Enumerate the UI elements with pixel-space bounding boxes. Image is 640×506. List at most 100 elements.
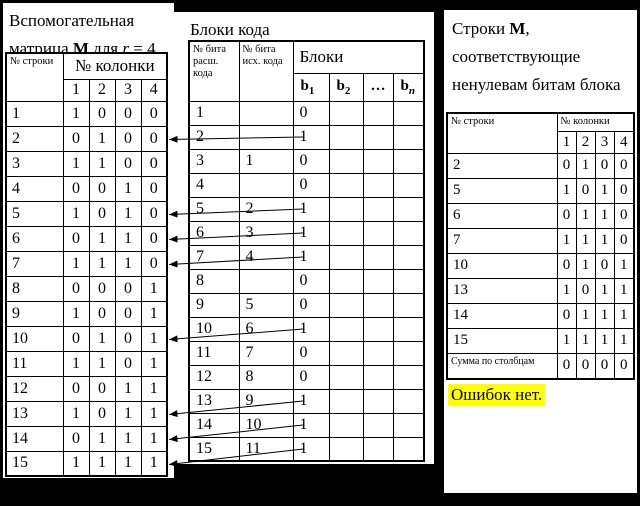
selected-row: 13 1 0 1 1 [446,277,635,304]
selected-row: 15 1 1 1 1 [446,327,635,354]
bit-cell: 1 [140,450,168,477]
bit-cell: 1 [88,125,116,152]
bit-cell: 1 [114,175,142,202]
ellipsis-value [362,244,394,270]
bit-cell: 1 [575,152,596,179]
bit-cell: 0 [140,125,168,152]
ellipsis-value [362,172,394,198]
bit-cell: 1 [594,327,615,354]
b1-value: 0 [292,172,330,198]
bit-cell: 1 [613,277,635,304]
bit-cell: 0 [556,302,577,329]
src-bit-number: 11 [238,436,294,462]
ext-bit-number: 15 [188,436,240,462]
bn-value [392,388,425,414]
bit-cell: 1 [62,400,90,427]
code-block-row: 14 10 1 [188,412,425,438]
b2-value [328,268,364,294]
row-number: 7 [446,227,558,254]
bit-cell: 1 [114,250,142,277]
bit-cell: 1 [114,375,142,402]
ellipsis-value [362,124,394,150]
ext-bit-number: 7 [188,244,240,270]
bn-value [392,244,425,270]
sum-cell: 0 [556,352,577,380]
bn-value [392,172,425,198]
b2-value [328,148,364,174]
bit-cell: 1 [88,425,116,452]
ext-bit-number: 5 [188,196,240,222]
b1-value: 1 [292,196,330,222]
bit-cell: 0 [594,152,615,179]
b2-value [328,340,364,366]
bit-cell: 1 [140,375,168,402]
bit-cell: 0 [114,150,142,177]
bit-cell: 1 [88,150,116,177]
bit-cell: 1 [594,177,615,204]
bit-cell: 0 [88,100,116,127]
bit-cell: 1 [114,225,142,252]
row-number: 15 [446,327,558,354]
bn-value [392,292,425,318]
row-number: 8 [5,275,64,302]
code-block-row: 10 6 1 [188,316,425,342]
col-label: 4 [613,130,635,154]
bit-cell: 1 [140,350,168,377]
bit-cell: 0 [613,227,635,254]
bit-cell: 1 [556,277,577,304]
bit-cell: 1 [88,325,116,352]
ext-bit-number: 13 [188,388,240,414]
bit-cell: 1 [575,227,596,254]
selected-rows-header-row: № строки № колонки [446,112,635,154]
bit-cell: 1 [140,425,168,452]
column-number-header: № колонки [62,52,168,80]
bit-cell: 0 [594,252,615,279]
ext-bit-number: 4 [188,172,240,198]
row-number: 3 [5,150,64,177]
bit-cell: 0 [62,125,90,152]
code-block-row: 15 11 1 [188,436,425,462]
ellipsis-value [362,292,394,318]
selected-row: 10 0 1 0 1 [446,252,635,279]
sum-cell: 0 [594,352,615,380]
row-number: 5 [446,177,558,204]
ellipsis-value [362,220,394,246]
col-label: 4 [140,78,168,102]
bit-cell: 1 [140,325,168,352]
bit-cell: 1 [88,350,116,377]
row-number: 6 [446,202,558,229]
code-blocks-header-row: № бита расш. кода № бита исх. кода Блоки [188,40,425,102]
nonzero-rows-panel: Строки М, соответствующие ненулевам бита… [444,10,637,493]
bit-cell: 1 [556,177,577,204]
matrix-m-row: 14 0 1 1 1 [5,425,168,452]
sum-cell: 0 [575,352,596,380]
bit-cell: 1 [140,400,168,427]
bit-cell: 0 [114,125,142,152]
bit-cell: 0 [613,177,635,204]
b1-value: 0 [292,292,330,318]
code-block-row: 11 7 0 [188,340,425,366]
bit-cell: 1 [62,200,90,227]
bit-cell: 0 [556,152,577,179]
bn-value [392,196,425,222]
b2-value [328,388,364,414]
bit-cell: 0 [62,175,90,202]
b1-value: 1 [292,244,330,270]
src-bit-number: 3 [238,220,294,246]
src-bit-number: 1 [238,148,294,174]
code-blocks-table: № бита расш. кода № бита исх. кода Блоки… [188,40,426,462]
bit-cell: 1 [140,300,168,327]
bit-cell: 0 [88,200,116,227]
